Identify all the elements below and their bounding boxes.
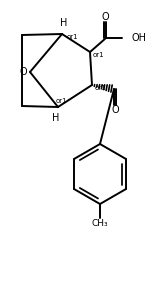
Text: or1: or1: [67, 34, 79, 40]
Text: H: H: [52, 113, 60, 123]
Text: or1: or1: [95, 85, 107, 91]
Text: OH: OH: [132, 33, 147, 43]
Text: O: O: [111, 105, 119, 115]
Text: O: O: [19, 67, 27, 77]
Text: or1: or1: [93, 52, 105, 58]
Text: or1: or1: [56, 98, 68, 104]
Text: H: H: [60, 18, 68, 28]
Text: CH₃: CH₃: [92, 220, 108, 229]
Text: O: O: [101, 12, 109, 22]
